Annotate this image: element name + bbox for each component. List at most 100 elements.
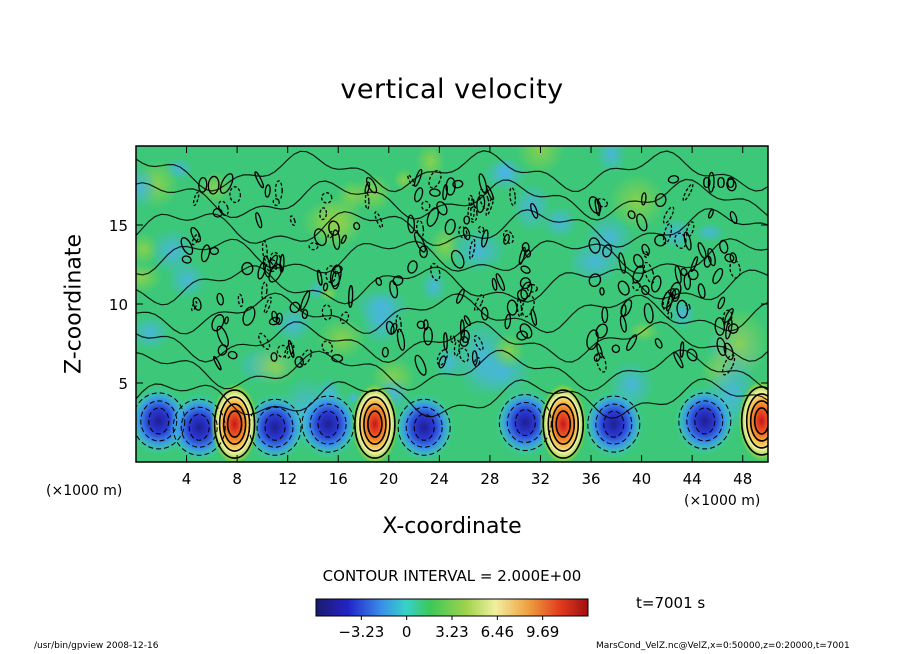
turbulence-contour bbox=[414, 187, 424, 203]
zero-contour bbox=[136, 208, 768, 248]
turbulence-contour bbox=[626, 334, 638, 351]
turbulence-contour bbox=[237, 293, 244, 308]
contour-lines bbox=[136, 150, 768, 459]
turbulence-contour bbox=[192, 191, 200, 207]
turbulence-contour bbox=[669, 281, 682, 300]
zero-contour bbox=[136, 349, 768, 392]
turbulence-contour bbox=[643, 302, 654, 324]
turbulence-contour bbox=[436, 201, 448, 216]
turbulence-contour bbox=[192, 296, 202, 311]
turbulence-contour bbox=[520, 281, 533, 300]
x-tick-label: 8 bbox=[232, 470, 242, 488]
turbulence-contour bbox=[213, 355, 222, 371]
turbulence-contour bbox=[262, 255, 271, 278]
turbulence-contour bbox=[227, 350, 238, 360]
colorbar-tick-label: 3.23 bbox=[435, 623, 468, 641]
turbulence-contour bbox=[596, 343, 603, 359]
y-ticks: 5 10 15 bbox=[109, 217, 768, 393]
updraft-contour bbox=[749, 400, 768, 442]
velocity-field bbox=[136, 146, 768, 462]
turbulence-contour bbox=[390, 322, 398, 335]
turbulence-contour bbox=[219, 173, 234, 194]
turbulence-contour bbox=[224, 316, 229, 325]
texture-patch bbox=[595, 146, 627, 175]
turbulence-contour bbox=[707, 171, 715, 193]
x-tick-label: 4 bbox=[182, 470, 192, 488]
turbulence-contour bbox=[520, 265, 531, 274]
texture-patch bbox=[669, 297, 697, 330]
downdraft-contour bbox=[148, 407, 170, 435]
downdraft-contour bbox=[317, 410, 339, 438]
turbulence-contour bbox=[729, 252, 737, 264]
downdraft-contour bbox=[136, 392, 186, 450]
turbulence-contour bbox=[301, 309, 309, 320]
turbulence-contour bbox=[530, 202, 539, 219]
turbulence-contour bbox=[300, 349, 313, 366]
turbulence-contour bbox=[445, 177, 456, 196]
turbulence-contour bbox=[268, 316, 281, 326]
turbulence-contour bbox=[463, 215, 471, 225]
zero-contour bbox=[136, 292, 768, 335]
downdraft-contour bbox=[397, 398, 451, 456]
turbulence-contour bbox=[530, 308, 538, 326]
downdraft-contour bbox=[603, 410, 625, 438]
turbulence-contour bbox=[676, 299, 689, 319]
turbulence-contour bbox=[480, 306, 489, 321]
turbulence-contour bbox=[594, 198, 601, 217]
turbulence-contour bbox=[468, 238, 476, 260]
turbulence-contour bbox=[460, 329, 470, 344]
x-tick-label: 44 bbox=[683, 470, 702, 488]
turbulence-contour bbox=[521, 295, 535, 318]
turbulence-contour bbox=[726, 178, 737, 192]
turbulence-contour bbox=[444, 218, 456, 235]
texture-patch bbox=[694, 222, 726, 243]
downdraft-contour bbox=[264, 413, 286, 441]
y-tick-label: 5 bbox=[118, 375, 128, 393]
turbulence-contour bbox=[261, 281, 268, 301]
turbulence-contour bbox=[190, 226, 201, 243]
turbulence-contour bbox=[719, 239, 729, 254]
turbulence-contour bbox=[272, 198, 280, 207]
turbulence-contour bbox=[473, 335, 484, 351]
turbulence-contour bbox=[654, 338, 663, 349]
turbulence-contour bbox=[263, 296, 272, 314]
turbulence-contour bbox=[385, 320, 395, 335]
turbulence-contour bbox=[313, 228, 327, 247]
turbulence-contour bbox=[667, 175, 680, 184]
turbulence-contour bbox=[463, 315, 471, 327]
turbulence-contour bbox=[327, 231, 334, 239]
x-tick-label: 32 bbox=[531, 470, 550, 488]
texture-patch bbox=[511, 181, 552, 233]
turbulence-contour bbox=[453, 339, 460, 357]
updraft-blob bbox=[350, 382, 399, 462]
turbulence-contour bbox=[477, 225, 485, 234]
turbulence-contour bbox=[207, 175, 220, 195]
texture-patch bbox=[583, 213, 635, 262]
turbulence-contour bbox=[229, 186, 242, 204]
turbulence-contour bbox=[662, 206, 675, 224]
texture-patch bbox=[136, 232, 159, 266]
turbulence-contour bbox=[662, 291, 671, 311]
turbulence-contour bbox=[241, 261, 254, 276]
x-tick-label: 12 bbox=[278, 470, 297, 488]
turbulence-contour bbox=[679, 341, 685, 358]
turbulence-contour bbox=[450, 249, 465, 269]
colorbar-tick-label: 9.69 bbox=[526, 623, 559, 641]
turbulence-contour bbox=[407, 260, 418, 274]
turbulence-contour bbox=[509, 186, 516, 207]
turbulence-contour bbox=[452, 179, 464, 189]
turbulence-contour bbox=[287, 339, 295, 359]
updraft-blob bbox=[737, 378, 768, 462]
turbulence-contour bbox=[685, 302, 691, 312]
turbulence-contour bbox=[516, 289, 529, 302]
turbulence-contour bbox=[276, 344, 289, 358]
turbulence-contour bbox=[723, 342, 734, 361]
turbulence-contour bbox=[506, 299, 518, 316]
updraft-contour bbox=[222, 403, 247, 445]
turbulence-contour bbox=[413, 231, 427, 253]
turbulence-contour bbox=[325, 265, 337, 284]
chart-title: vertical velocity bbox=[340, 74, 564, 105]
colorbar-ticks: −3.23 0 3.23 6.46 9.69 bbox=[338, 616, 559, 641]
turbulence-contour bbox=[348, 284, 354, 308]
x-ticks: 4 8 12 16 20 24 28 32 36 40 44 48 bbox=[182, 146, 752, 488]
